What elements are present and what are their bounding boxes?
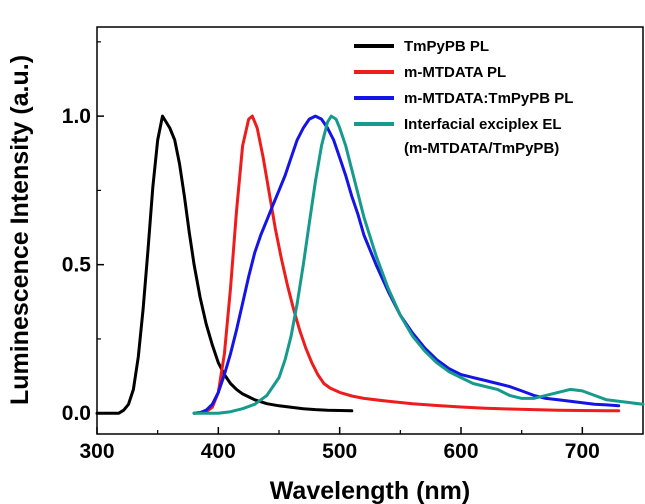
x-tick-label: 600 [443,440,478,463]
legend-label-tmpypb-pl: TmPyPB PL [404,38,489,55]
legend: TmPyPB PL m-MTDATA PL m-MTDATA:TmPyPB PL… [354,38,573,157]
x-tick-label: 700 [565,440,600,463]
y-axis-title: Luminescence Intensity (a.u.) [6,55,34,405]
y-tick-label: 1.0 [62,105,91,128]
series-line-2 [192,114,621,415]
series-lines [95,114,645,415]
legend-label-mmtdata-tmpypb-pl: m-MTDATA:TmPyPB PL [404,90,573,107]
axis-ticks [96,41,584,434]
y-tick-label: 0.5 [62,254,92,277]
series-line-0 [95,114,354,415]
legend-label-mmtdata-pl: m-MTDATA PL [404,64,506,81]
x-tick-label: 500 [322,440,357,463]
axis-tick-labels: 300 400 500 600 700 0.0 0.5 1.0 [62,105,600,463]
series-line-3 [192,114,645,415]
x-axis-title: Wavelength (nm) [270,477,470,504]
legend-label-exciplex-el-line2: (m-MTDATA/TmPyPB) [404,140,559,157]
x-tick-label: 300 [79,440,114,463]
x-tick-label: 400 [201,440,236,463]
series-line-1 [192,114,621,415]
plot-frame [96,26,644,435]
y-tick-label: 0.0 [62,402,91,425]
legend-label-exciplex-el: Interfacial exciplex EL [404,116,562,133]
